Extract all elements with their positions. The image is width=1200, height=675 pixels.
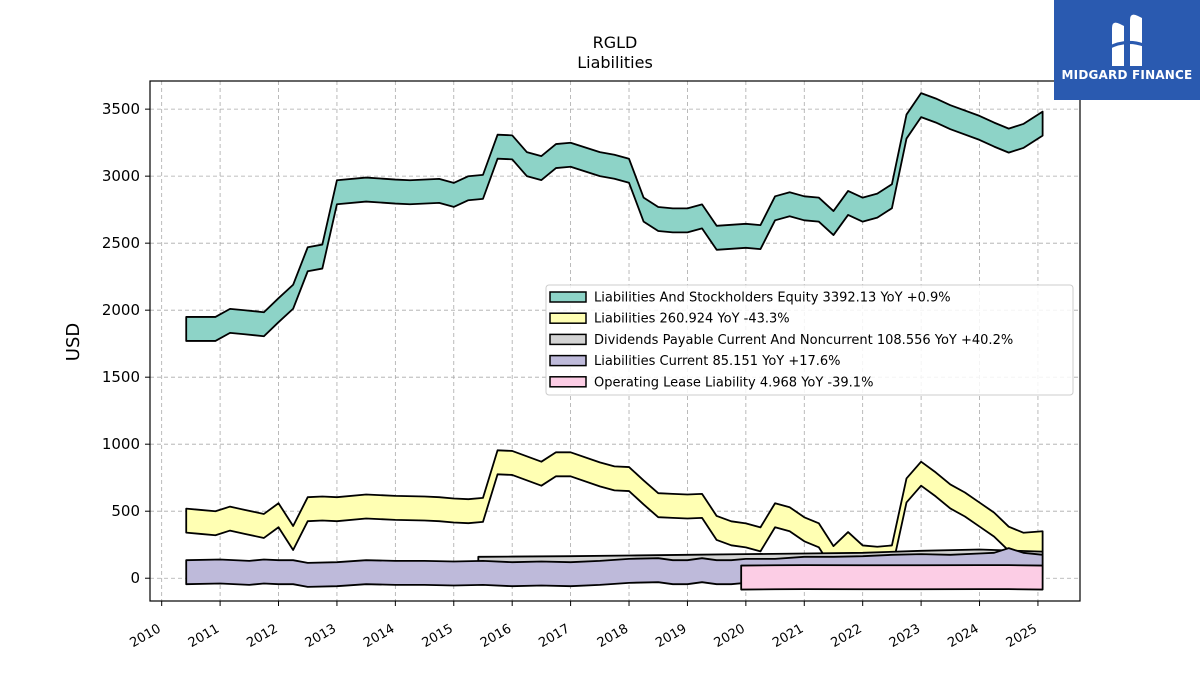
y-axis-label: USD <box>63 323 84 361</box>
y-tick-label: 500 <box>111 502 140 520</box>
x-tick-label: 2011 <box>186 621 222 651</box>
legend-entry: Dividends Payable Current And Noncurrent… <box>594 333 1013 348</box>
legend-swatch <box>549 354 587 367</box>
plot-frame <box>149 80 1081 602</box>
chart-subtitle: Liabilities <box>577 53 653 72</box>
x-axis: 2010 2011 2012 2013 2014 2015 2016 2017 2018 2019… <box>128 601 1040 651</box>
legend-box <box>545 284 1074 396</box>
x-tick-label: 2014 <box>361 621 397 651</box>
x-tick-label: 2023 <box>887 621 923 651</box>
legend-entry: Liabilities 260.924 YoY -43.3% <box>594 312 790 327</box>
brand-logo: MIDGARD FINANCE <box>1054 0 1200 100</box>
x-tick-label: 2022 <box>829 621 865 651</box>
x-tick-label: 2018 <box>595 621 631 651</box>
y-tick-label: 3000 <box>102 167 140 185</box>
y-tick-label: 2500 <box>102 234 140 252</box>
legend-entry: Operating Lease Liability 4.968 YoY -39.… <box>594 375 873 390</box>
series-band-operating-lease-liability <box>740 564 1044 591</box>
x-tick-label: 2024 <box>945 621 981 651</box>
series-band-liabilities-and-stockholders-equity <box>185 92 1044 342</box>
y-tick-label: 3500 <box>102 100 140 118</box>
legend-swatch <box>549 376 587 388</box>
x-tick-label: 2012 <box>244 621 280 651</box>
legend-entry: Liabilities Current 85.151 YoY +17.6% <box>594 354 841 369</box>
series-layer <box>185 92 1044 591</box>
x-tick-label: 2025 <box>1004 621 1040 651</box>
legend-entry: Liabilities And Stockholders Equity 3392… <box>594 291 951 306</box>
brand-logo-mark-icon <box>1107 14 1147 67</box>
y-tick-label: 1500 <box>102 368 140 386</box>
x-tick-label: 2019 <box>653 621 689 651</box>
x-tick-label: 2015 <box>420 621 456 651</box>
x-tick-label: 2020 <box>712 621 748 651</box>
y-tick-label: 0 <box>130 569 140 587</box>
x-tick-label: 2013 <box>303 621 339 651</box>
x-tick-label: 2016 <box>478 621 514 651</box>
x-tick-label: 2010 <box>128 621 164 651</box>
x-tick-label: 2021 <box>770 621 806 651</box>
y-tick-label: 2000 <box>102 301 140 319</box>
legend-swatch <box>549 333 587 346</box>
x-tick-label: 2017 <box>536 621 572 651</box>
brand-logo-text: MIDGARD FINANCE <box>1061 68 1193 82</box>
legend-swatch <box>549 312 587 324</box>
legend: Liabilities And Stockholders Equity 3392… <box>545 284 1074 396</box>
chart-title: RGLD <box>593 33 638 52</box>
legend-swatch <box>549 291 587 303</box>
y-axis: 0 500 1000 1500 2000 2500 3000 3500 <box>102 100 150 587</box>
y-tick-label: 1000 <box>102 435 140 453</box>
